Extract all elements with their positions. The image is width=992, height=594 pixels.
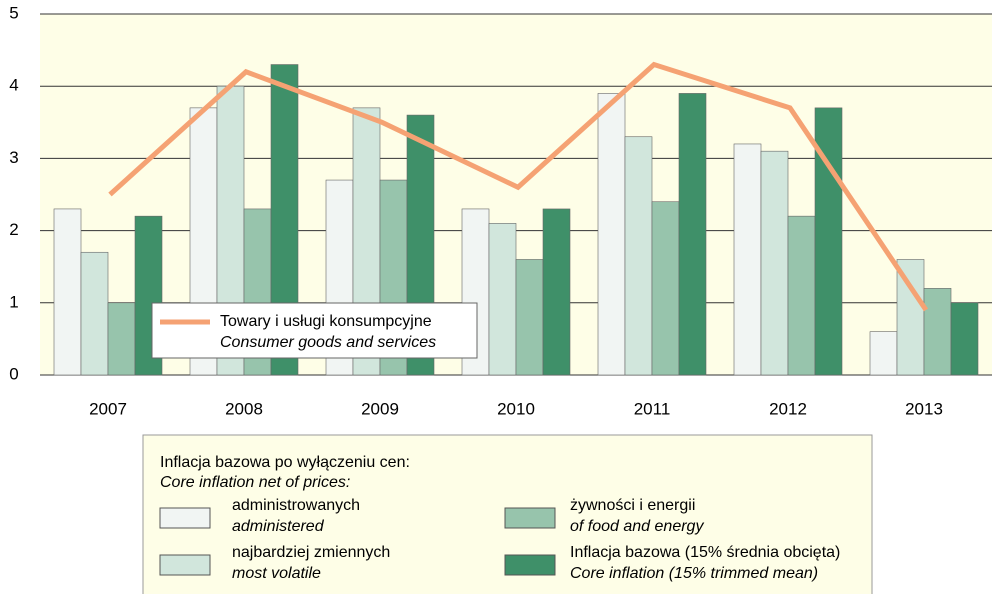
legend-label: Towary i usługi konsumpcyjne bbox=[220, 313, 432, 330]
y-tick-label: 5 bbox=[9, 3, 18, 22]
y-tick-label: 2 bbox=[9, 220, 18, 239]
y-tick-label: 0 bbox=[9, 364, 18, 383]
legend-label: Inflacja bazowa (15% średnia obcięta) bbox=[570, 544, 840, 561]
legend-label: żywności i energii bbox=[570, 497, 695, 514]
legend-label: administered bbox=[232, 518, 325, 535]
x-tick-label: 2007 bbox=[89, 399, 127, 418]
bar bbox=[760, 150, 789, 376]
bar bbox=[107, 302, 136, 376]
legend-swatch bbox=[159, 554, 211, 576]
x-tick-label: 2011 bbox=[634, 399, 671, 418]
legend-swatch bbox=[504, 554, 556, 576]
bar bbox=[950, 302, 979, 376]
bar bbox=[597, 93, 626, 376]
legend-title: Inflacja bazowa po wyłączeniu cen: bbox=[160, 454, 410, 471]
bar bbox=[869, 331, 898, 376]
x-tick-label: 2013 bbox=[905, 399, 943, 418]
x-tick-label: 2010 bbox=[497, 399, 535, 418]
legend-label: most volatile bbox=[232, 565, 321, 582]
y-tick-label: 3 bbox=[9, 148, 18, 167]
x-tick-label: 2009 bbox=[361, 399, 399, 418]
legend-label: Core inflation (15% trimmed mean) bbox=[570, 565, 818, 582]
bar bbox=[651, 201, 680, 376]
bar bbox=[923, 288, 952, 376]
legend-label: of food and energy bbox=[570, 518, 704, 535]
legend-label: administrowanych bbox=[232, 497, 360, 514]
y-tick-label: 4 bbox=[9, 76, 18, 95]
bar bbox=[53, 208, 82, 376]
legend-label: Consumer goods and services bbox=[220, 334, 436, 351]
bar bbox=[624, 136, 653, 376]
bar bbox=[488, 223, 517, 376]
bar bbox=[542, 208, 571, 376]
line bbox=[108, 61, 929, 312]
legend-label: najbardziej zmiennych bbox=[232, 544, 390, 561]
x-tick-label: 2008 bbox=[225, 399, 263, 418]
x-tick-label: 2012 bbox=[769, 399, 807, 418]
legend-swatch bbox=[159, 507, 211, 529]
y-tick-label: 1 bbox=[9, 292, 18, 311]
line-legend-box bbox=[151, 302, 478, 359]
bar bbox=[515, 259, 544, 376]
bar bbox=[733, 143, 762, 376]
bar bbox=[678, 93, 707, 376]
bar bbox=[787, 215, 816, 376]
bar bbox=[80, 251, 109, 376]
legend-swatch bbox=[504, 507, 556, 529]
legend-title: Core inflation net of prices: bbox=[160, 474, 350, 491]
